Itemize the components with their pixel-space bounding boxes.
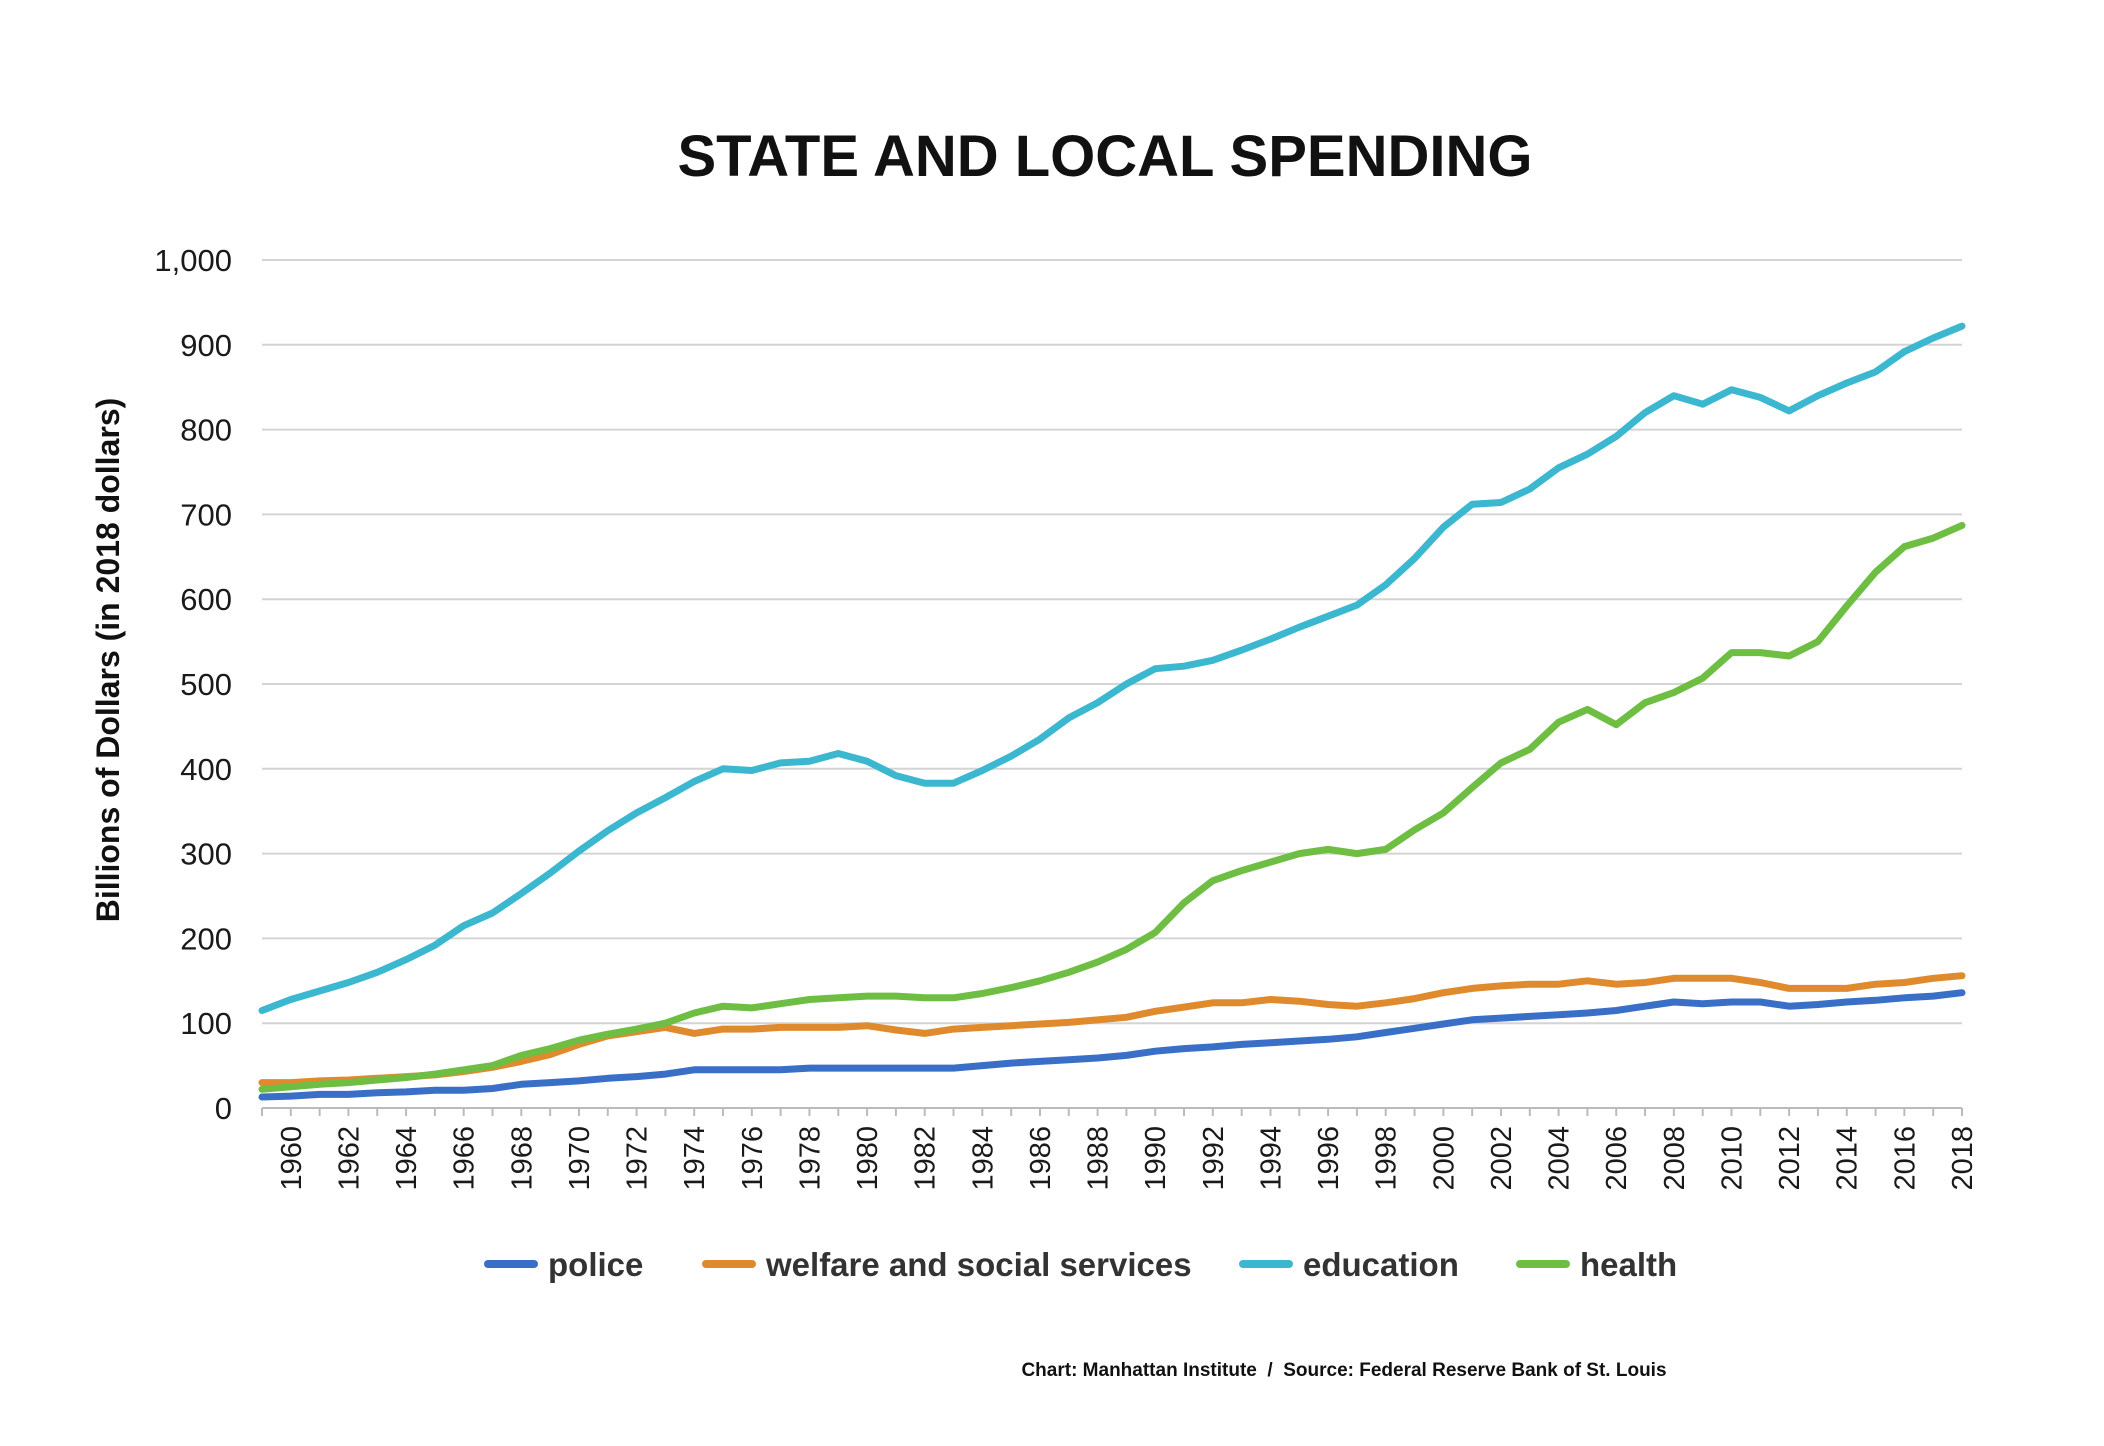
- x-tick-label: 1966: [449, 1126, 481, 1191]
- y-tick-label: 300: [180, 837, 232, 872]
- x-tick-label: 1970: [564, 1126, 596, 1191]
- x-tick-label: 1960: [276, 1126, 308, 1191]
- x-tick-label: 1994: [1255, 1126, 1287, 1191]
- x-axis: 1960 1962 1964 1966 1968 1970 1972 1974 1976 1978…: [261, 1107, 1979, 1191]
- gridlines: [262, 259, 1962, 1025]
- legend-label-police: police: [548, 1246, 643, 1283]
- x-tick-label: 2000: [1428, 1126, 1460, 1191]
- series-lines: [258, 322, 1966, 1101]
- series-line-health: [258, 521, 1966, 1093]
- y-tick-label: 1,000: [154, 243, 232, 278]
- series-line-police: [258, 989, 1966, 1101]
- x-tick-label: 1964: [391, 1126, 423, 1191]
- y-tick-label: 700: [180, 497, 232, 532]
- legend-label-education: education: [1303, 1246, 1459, 1283]
- x-tick-label: 1998: [1371, 1126, 1403, 1191]
- x-tick-label: 2016: [1889, 1126, 1921, 1191]
- x-tick-label: 1984: [967, 1126, 999, 1191]
- chart-title: STATE AND LOCAL SPENDING: [678, 124, 1533, 189]
- x-tick-label: 2014: [1832, 1126, 1864, 1191]
- x-tick-label: 1962: [333, 1126, 365, 1191]
- x-tick-label: 1980: [852, 1126, 884, 1191]
- x-tick-label: 2012: [1774, 1126, 1806, 1191]
- x-tick-label: 1978: [794, 1126, 826, 1191]
- x-tick-label: 1968: [506, 1126, 538, 1191]
- x-tick-label: 1974: [679, 1126, 711, 1191]
- legend-label-health: health: [1580, 1246, 1677, 1283]
- y-tick-label: 500: [180, 667, 232, 702]
- y-tick-label: 0: [215, 1091, 232, 1126]
- x-tick-label: 1982: [910, 1126, 942, 1191]
- series-line-education: [258, 322, 1966, 1014]
- source-note: Chart: Manhattan Institute / Source: Fed…: [1021, 1360, 1666, 1381]
- y-tick-label: 400: [180, 752, 232, 787]
- y-tick-label: 600: [180, 582, 232, 617]
- x-tick-label: 1992: [1198, 1126, 1230, 1191]
- x-tick-label: 2010: [1716, 1126, 1748, 1191]
- x-tick-label: 2002: [1486, 1126, 1518, 1191]
- x-tick-label: 1976: [737, 1126, 769, 1191]
- x-tick-label: 1990: [1140, 1126, 1172, 1191]
- y-tick-label: 200: [180, 921, 232, 956]
- x-tick-label: 1972: [622, 1126, 654, 1191]
- x-tick-label: 1988: [1083, 1126, 1115, 1191]
- x-tick-label: 2006: [1601, 1126, 1633, 1191]
- y-tick-label: 100: [180, 1006, 232, 1041]
- x-tick-label: 2018: [1947, 1126, 1979, 1191]
- legend: police welfare and social services educati…: [484, 1246, 1677, 1283]
- y-axis-label: Billions of Dollars (in 2018 dollars): [90, 398, 126, 923]
- x-tick-label: 1986: [1025, 1126, 1057, 1191]
- y-tick-label: 900: [180, 328, 232, 363]
- y-axis-ticks: 0 100 200 300 400 500 600 700 800 900 1,000: [154, 243, 232, 1126]
- y-tick-label: 800: [180, 413, 232, 448]
- series-line-welfare-and-social-services: [258, 972, 1966, 1087]
- legend-label-welfare-and-social-services: welfare and social services: [765, 1246, 1192, 1283]
- x-tick-label: 2008: [1659, 1126, 1691, 1191]
- x-tick-label: 1996: [1313, 1126, 1345, 1191]
- x-tick-label: 2004: [1544, 1126, 1576, 1191]
